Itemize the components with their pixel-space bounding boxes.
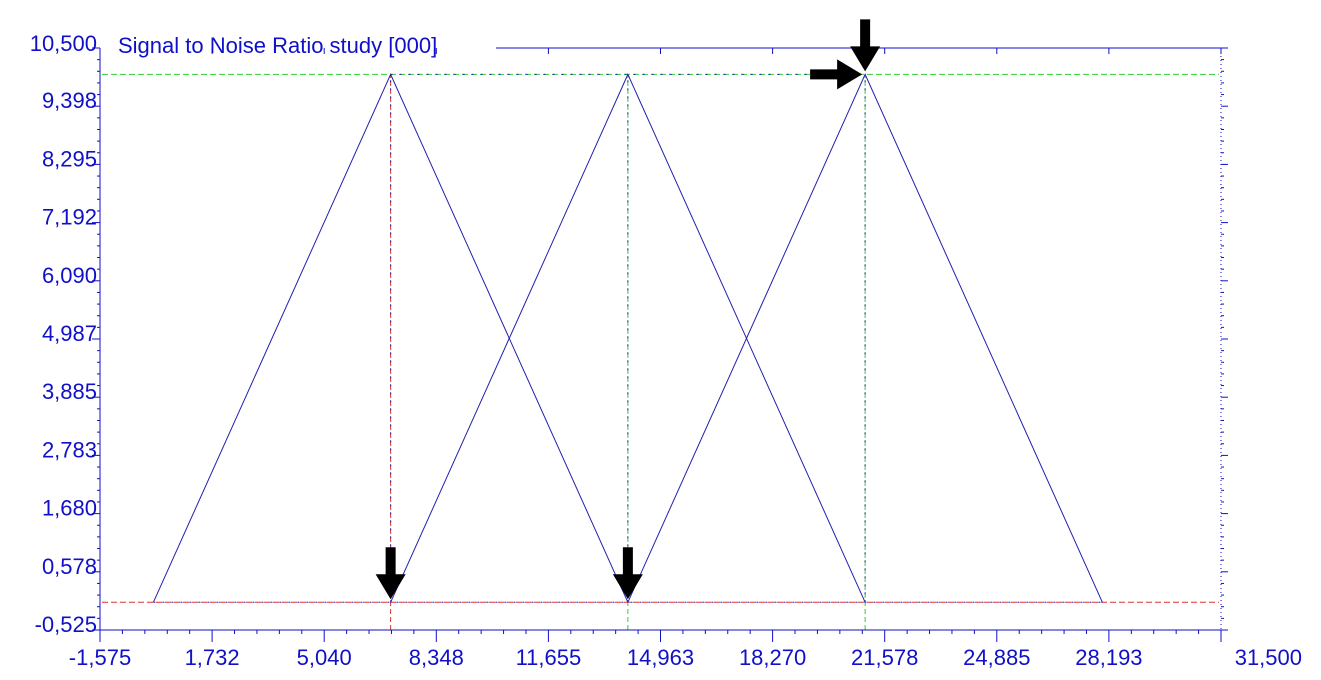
arrow-down-marker [850, 19, 881, 72]
x-tick-label: 5,040 [297, 645, 352, 670]
x-tick-label: 18,270 [739, 645, 806, 670]
x-tick-label: 1,732 [185, 645, 240, 670]
x-tick-label: 8,348 [409, 645, 464, 670]
arrow-down-marker [375, 547, 406, 600]
series-line-3 [627, 73, 1103, 603]
y-tick-label: 9,398 [42, 88, 97, 113]
x-tick-label: 31,500 [1235, 645, 1302, 670]
y-tick-label: -0,525 [35, 612, 97, 637]
y-tick-label: 2,783 [42, 437, 97, 462]
x-tick-label: 14,963 [627, 645, 694, 670]
markers-layer [375, 19, 881, 600]
x-tick-label: 28,193 [1075, 645, 1142, 670]
arrow-down-marker [612, 547, 643, 600]
series-layer [152, 73, 1103, 603]
x-tick-label: 24,885 [963, 645, 1030, 670]
y-tick-label: 10,500 [30, 31, 97, 56]
reference-lines-layer [102, 73, 1219, 630]
y-tick-label: 4,987 [42, 321, 97, 346]
x-tick-label: -1,575 [69, 645, 131, 670]
x-tick-label: 11,655 [516, 645, 582, 670]
axes-layer: -1,575 1,732 5,040 8,348 11,655 14,963 18,270 2… [30, 31, 1302, 670]
y-tick-label: 7,192 [42, 205, 97, 230]
y-tick-label: 3,885 [42, 379, 97, 404]
series-line-1 [152, 73, 629, 603]
y-tick-label: 8,295 [42, 146, 97, 171]
x-tick-label: 21,578 [851, 645, 918, 670]
y-tick-label: 6,090 [42, 263, 97, 288]
series-line-2 [390, 73, 866, 603]
y-tick-label: 0,578 [42, 554, 97, 579]
y-tick-label: 1,680 [42, 496, 97, 521]
chart-title: Signal to Noise Ratio study [000] [118, 33, 437, 58]
arrow-right-marker [810, 59, 863, 90]
